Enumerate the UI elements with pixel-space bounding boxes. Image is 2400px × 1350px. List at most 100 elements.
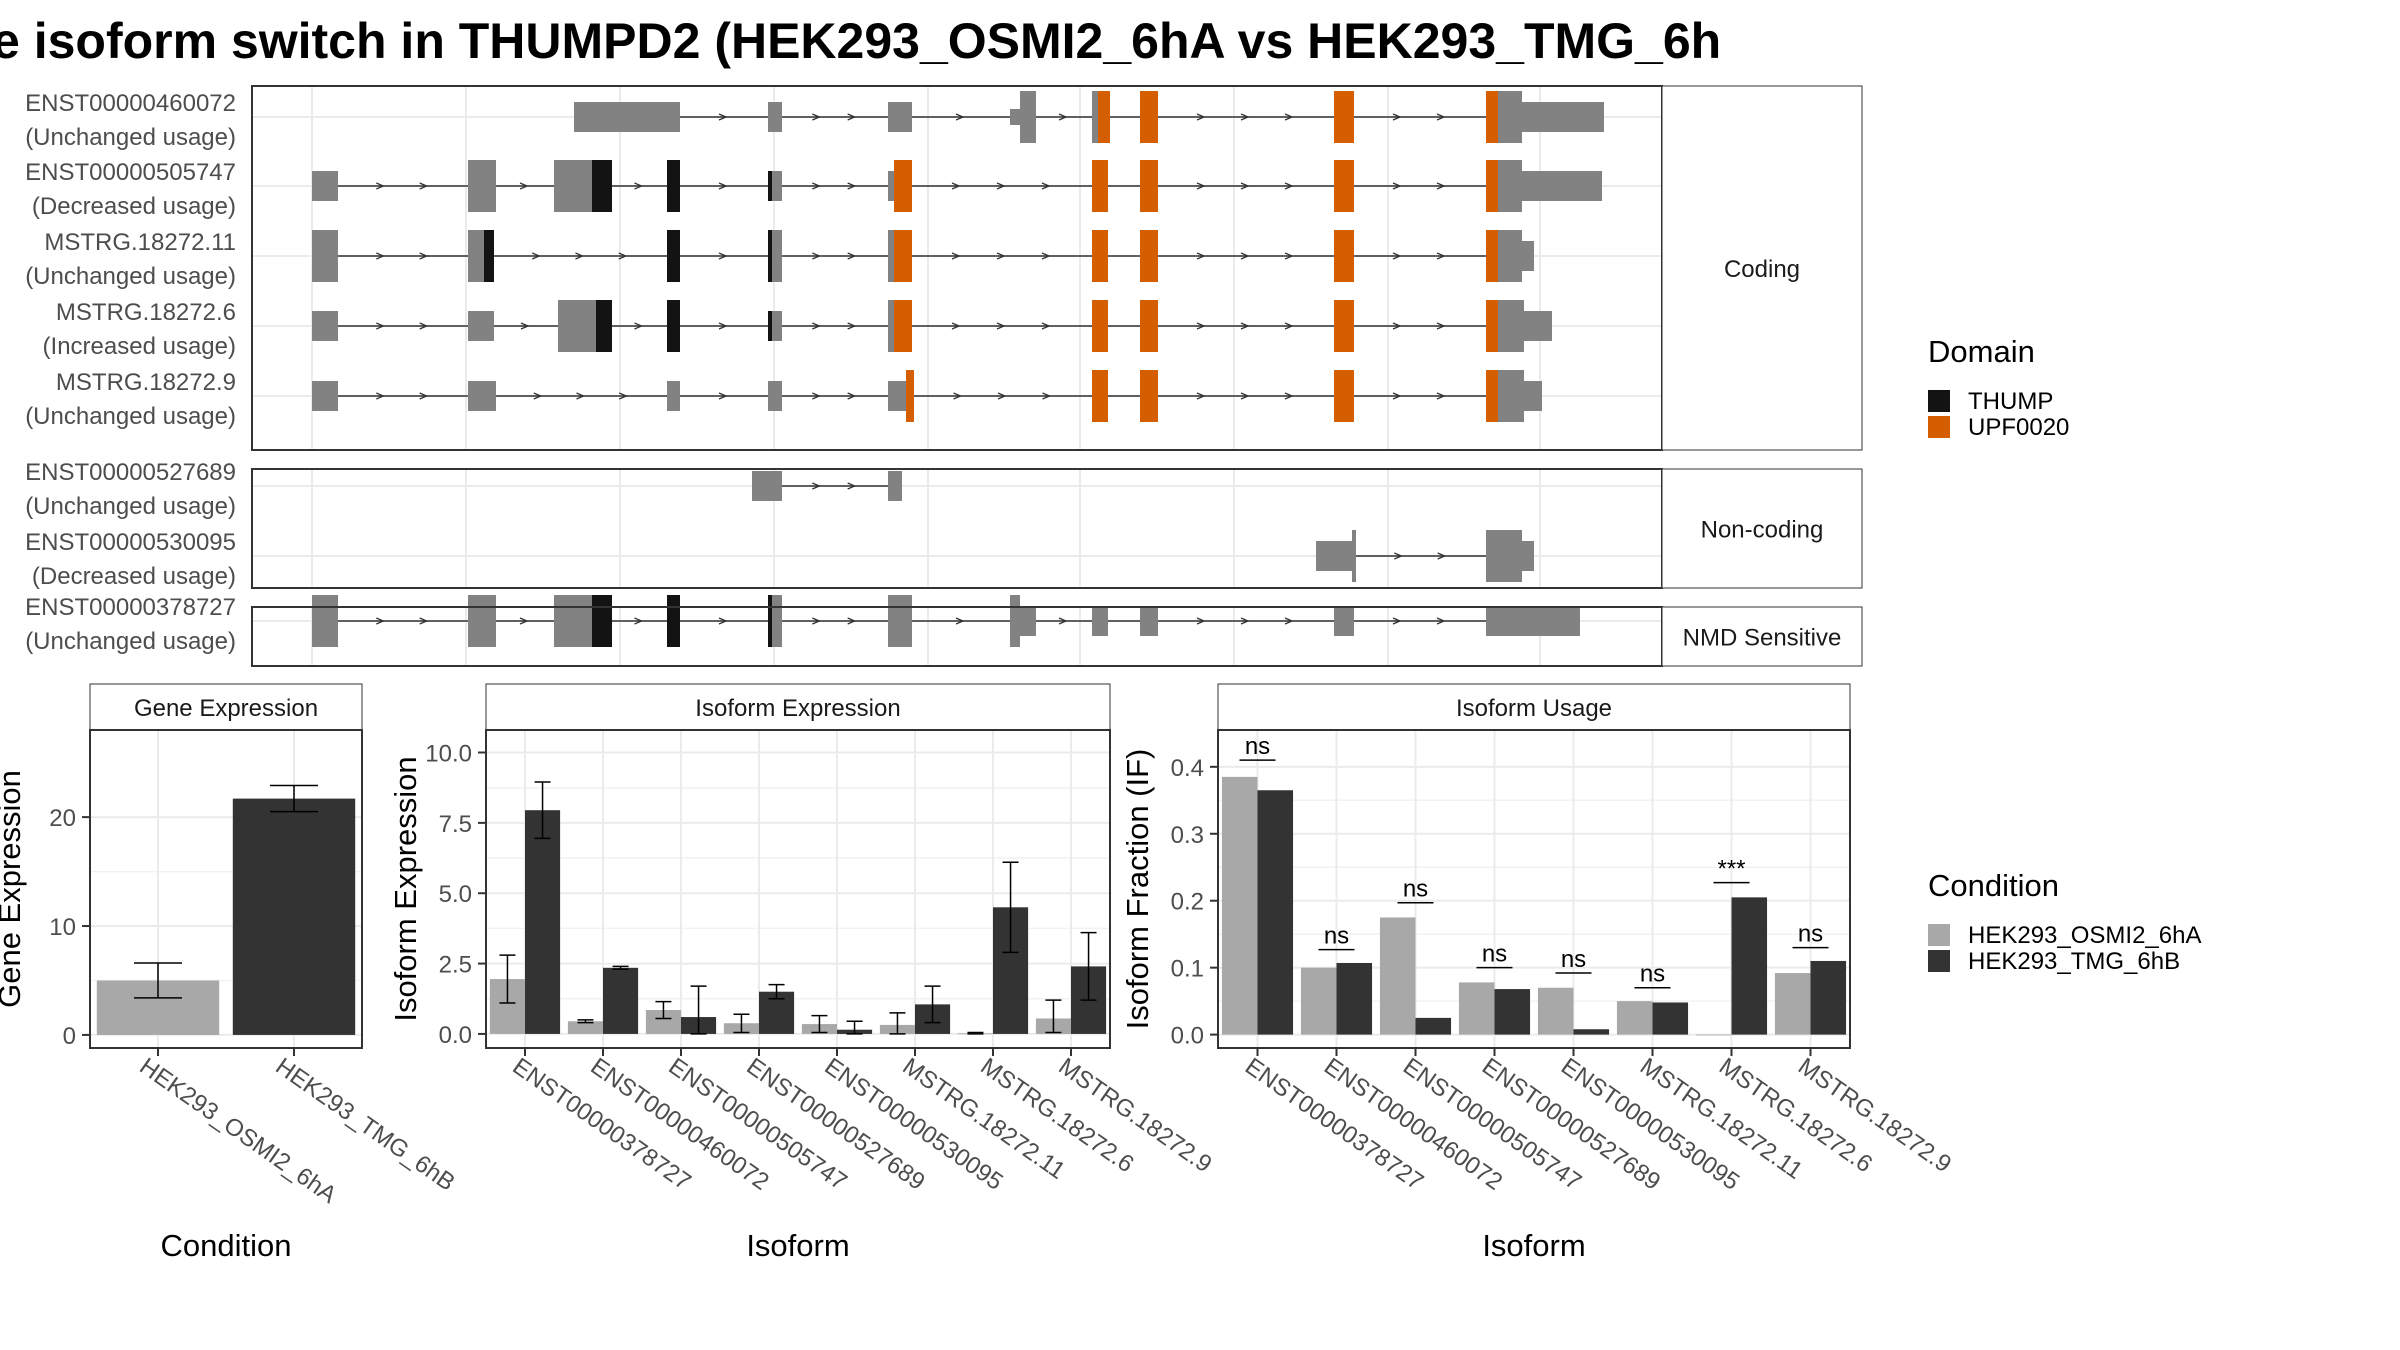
intron-arrow — [847, 322, 857, 330]
intron-arrow — [1196, 322, 1206, 330]
bar — [1573, 1029, 1610, 1035]
intron-arrow — [1196, 392, 1206, 400]
isoform-id-label: ENST00000460072 — [25, 90, 236, 117]
legend-title: Condition — [1928, 868, 2059, 903]
intron-arrow — [1392, 322, 1402, 330]
exon-block — [1486, 160, 1498, 212]
intron-arrow — [1240, 322, 1250, 330]
bar — [1652, 1002, 1689, 1035]
intron-arrow — [618, 392, 628, 400]
intron-arrow — [812, 113, 821, 121]
intron-arrow — [1392, 392, 1402, 400]
exon-block — [554, 160, 592, 212]
plot-border — [89, 729, 363, 1049]
exon-block — [1334, 300, 1354, 352]
structure-panel: ENST00000460072 (Unchanged usage) ENST0000… — [25, 85, 1863, 451]
exon-block — [484, 230, 494, 282]
intron-arrow — [1240, 617, 1250, 625]
exon-block — [1522, 541, 1534, 571]
transcript-row — [752, 471, 902, 501]
structure-panel: ENST00000378727 (Unchanged usage) NMD Sens… — [25, 594, 1863, 667]
plot-border — [485, 729, 1111, 1049]
exon-block — [1092, 370, 1108, 422]
intron-arrow — [1436, 113, 1446, 121]
panel-strip — [1661, 606, 1863, 667]
exon-block — [1498, 160, 1522, 212]
transcript-row — [312, 370, 1542, 422]
isoform-usage-label: (Decreased usage) — [32, 193, 236, 220]
bar — [1774, 973, 1811, 1035]
y-tick-label: 0.2 — [1171, 889, 1204, 916]
intron-arrow — [997, 392, 1007, 400]
exon-block — [468, 381, 496, 411]
intron-arrow — [531, 252, 541, 260]
exon-block — [1020, 606, 1036, 636]
intron-arrow — [718, 113, 728, 121]
intron-arrow — [1058, 617, 1068, 625]
exon-block — [1334, 160, 1354, 212]
transcript-row — [1316, 530, 1534, 582]
chart-strip — [89, 683, 363, 731]
intron-arrow — [419, 322, 429, 330]
intron-arrow — [1284, 182, 1294, 190]
exon-block — [667, 300, 680, 352]
isoform-usage-label: (Unchanged usage) — [25, 493, 236, 520]
bar — [1731, 897, 1768, 1035]
y-tick-label: 0.4 — [1171, 755, 1204, 782]
exon-block — [1140, 606, 1158, 636]
y-tick-label: 20 — [49, 805, 76, 832]
exon-block — [1486, 230, 1498, 282]
intron-arrow — [1196, 252, 1206, 260]
bar — [1379, 917, 1416, 1035]
y-tick-label: 10 — [49, 914, 76, 941]
y-tick-label: 10.0 — [425, 741, 472, 768]
panel-strip-label: Non-coding — [1701, 517, 1824, 544]
exon-block — [888, 230, 894, 282]
exon-block — [1352, 530, 1356, 582]
chart-title: Gene Expression — [134, 695, 318, 722]
panel-strip-label: Coding — [1724, 256, 1800, 283]
exon-block — [1498, 91, 1522, 143]
intron-arrow — [812, 482, 821, 490]
exon-block — [468, 160, 496, 212]
isoform-usage-label: (Increased usage) — [43, 333, 236, 360]
y-tick-label: 7.5 — [439, 811, 472, 838]
intron-arrow — [519, 182, 529, 190]
intron-arrow — [1392, 182, 1402, 190]
intron-arrow — [812, 617, 821, 625]
bar — [1810, 960, 1847, 1035]
exon-block — [772, 595, 782, 647]
exon-block — [768, 102, 782, 132]
legend-item-label: UPF0020 — [1968, 414, 2069, 441]
intron-arrow — [1284, 252, 1294, 260]
exon-block — [1010, 109, 1020, 125]
exon-block — [1522, 241, 1534, 271]
intron-arrow — [533, 392, 543, 400]
transcript-row — [574, 91, 1604, 143]
isoform-id-label: ENST00000505747 — [25, 159, 236, 186]
intron-arrow — [1436, 617, 1446, 625]
bar — [1336, 962, 1373, 1035]
intron-arrow — [1196, 617, 1206, 625]
isoform-id-label: MSTRG.18272.9 — [56, 369, 236, 396]
bar — [1494, 989, 1531, 1035]
bar — [1221, 776, 1258, 1035]
exon-block — [752, 471, 782, 501]
panel-strip — [1661, 85, 1863, 451]
chart-title: Isoform Usage — [1456, 695, 1612, 722]
chart-strip — [485, 683, 1111, 731]
exon-block — [772, 171, 782, 201]
intron-arrow — [1392, 113, 1402, 121]
intron-arrow — [812, 252, 821, 260]
intron-arrow — [1436, 252, 1446, 260]
intron-arrow — [812, 182, 821, 190]
intron-arrow — [812, 392, 821, 400]
exon-block — [772, 311, 782, 341]
panel-strip — [1661, 468, 1863, 589]
intron-arrow — [376, 252, 385, 260]
intron-arrow — [718, 252, 728, 260]
significance-label: ns — [1245, 733, 1270, 760]
exon-block — [312, 171, 338, 201]
